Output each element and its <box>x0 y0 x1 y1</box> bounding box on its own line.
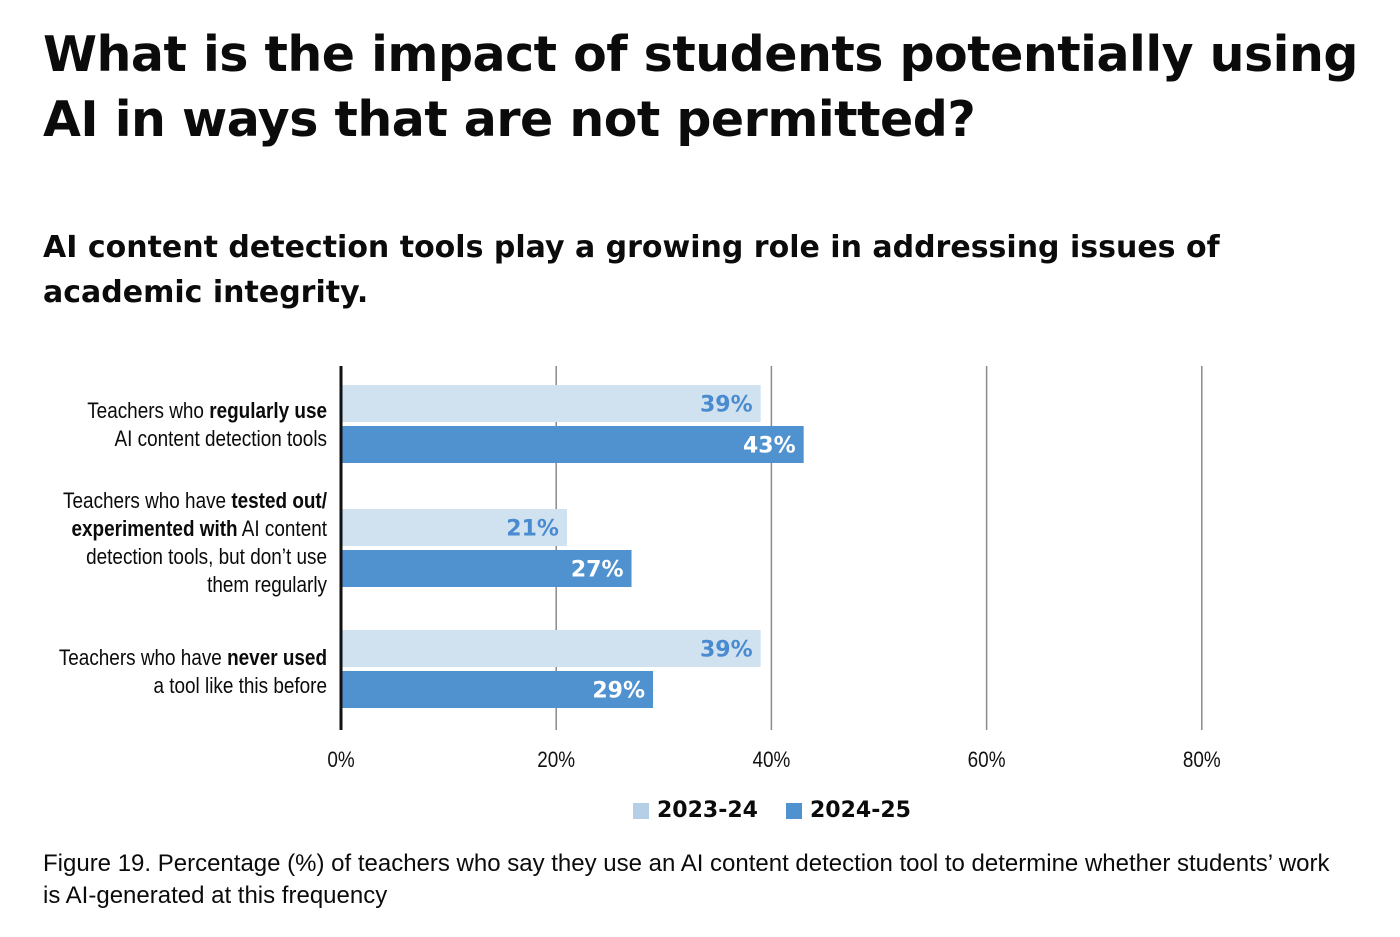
chart-legend: 2023-24 2024-25 <box>633 798 911 823</box>
bar-2023-24-0 <box>341 385 761 422</box>
legend-label-2024-25: 2024-25 <box>809 798 911 823</box>
value-label-2023-24-2: 39% <box>700 638 753 663</box>
bar-2024-25-2 <box>341 671 654 708</box>
category-label: Teachers who have never used a tool like … <box>58 645 327 698</box>
figure-caption: Figure 19. Percentage (%) of teachers wh… <box>43 850 1330 909</box>
x-tick-label-40: 40% <box>752 748 790 773</box>
legend-label-2023-24: 2023-24 <box>657 798 758 823</box>
bar-chart: 39% 21% 39% 43% 27% 29% 0% 20% 40% 60% 80% <box>327 366 1221 773</box>
value-label-2024-25-0: 43% <box>743 434 796 459</box>
bar-2024-25-0 <box>341 426 804 463</box>
bar-2023-24-2 <box>341 630 761 667</box>
value-label-2023-24-1: 21% <box>506 517 559 542</box>
legend-item-2023-24: 2023-24 <box>633 798 758 823</box>
x-tick-label-60: 60% <box>968 748 1006 773</box>
bar-2023-24-1 <box>341 509 567 546</box>
x-tick-label-20: 20% <box>537 748 575 773</box>
legend-item-2024-25: 2024-25 <box>785 798 911 823</box>
value-label-2024-25-1: 27% <box>571 558 624 583</box>
category-label: Teachers who regularly use AI content det… <box>87 398 327 451</box>
x-tick-label-80: 80% <box>1183 748 1221 773</box>
x-tick-label-0: 0% <box>327 748 354 773</box>
page-title: What is the impact of students potential… <box>43 26 1358 148</box>
chart-subtitle: AI content detection tools play a growin… <box>43 230 1220 310</box>
bar-2024-25-1 <box>341 550 632 587</box>
legend-swatch-2023-24 <box>633 802 649 819</box>
value-label-2024-25-2: 29% <box>592 679 645 704</box>
legend-swatch-2024-25 <box>785 802 802 819</box>
category-label: Teachers who have tested out/experimente… <box>63 488 328 597</box>
value-label-2023-24-0: 39% <box>700 393 753 418</box>
